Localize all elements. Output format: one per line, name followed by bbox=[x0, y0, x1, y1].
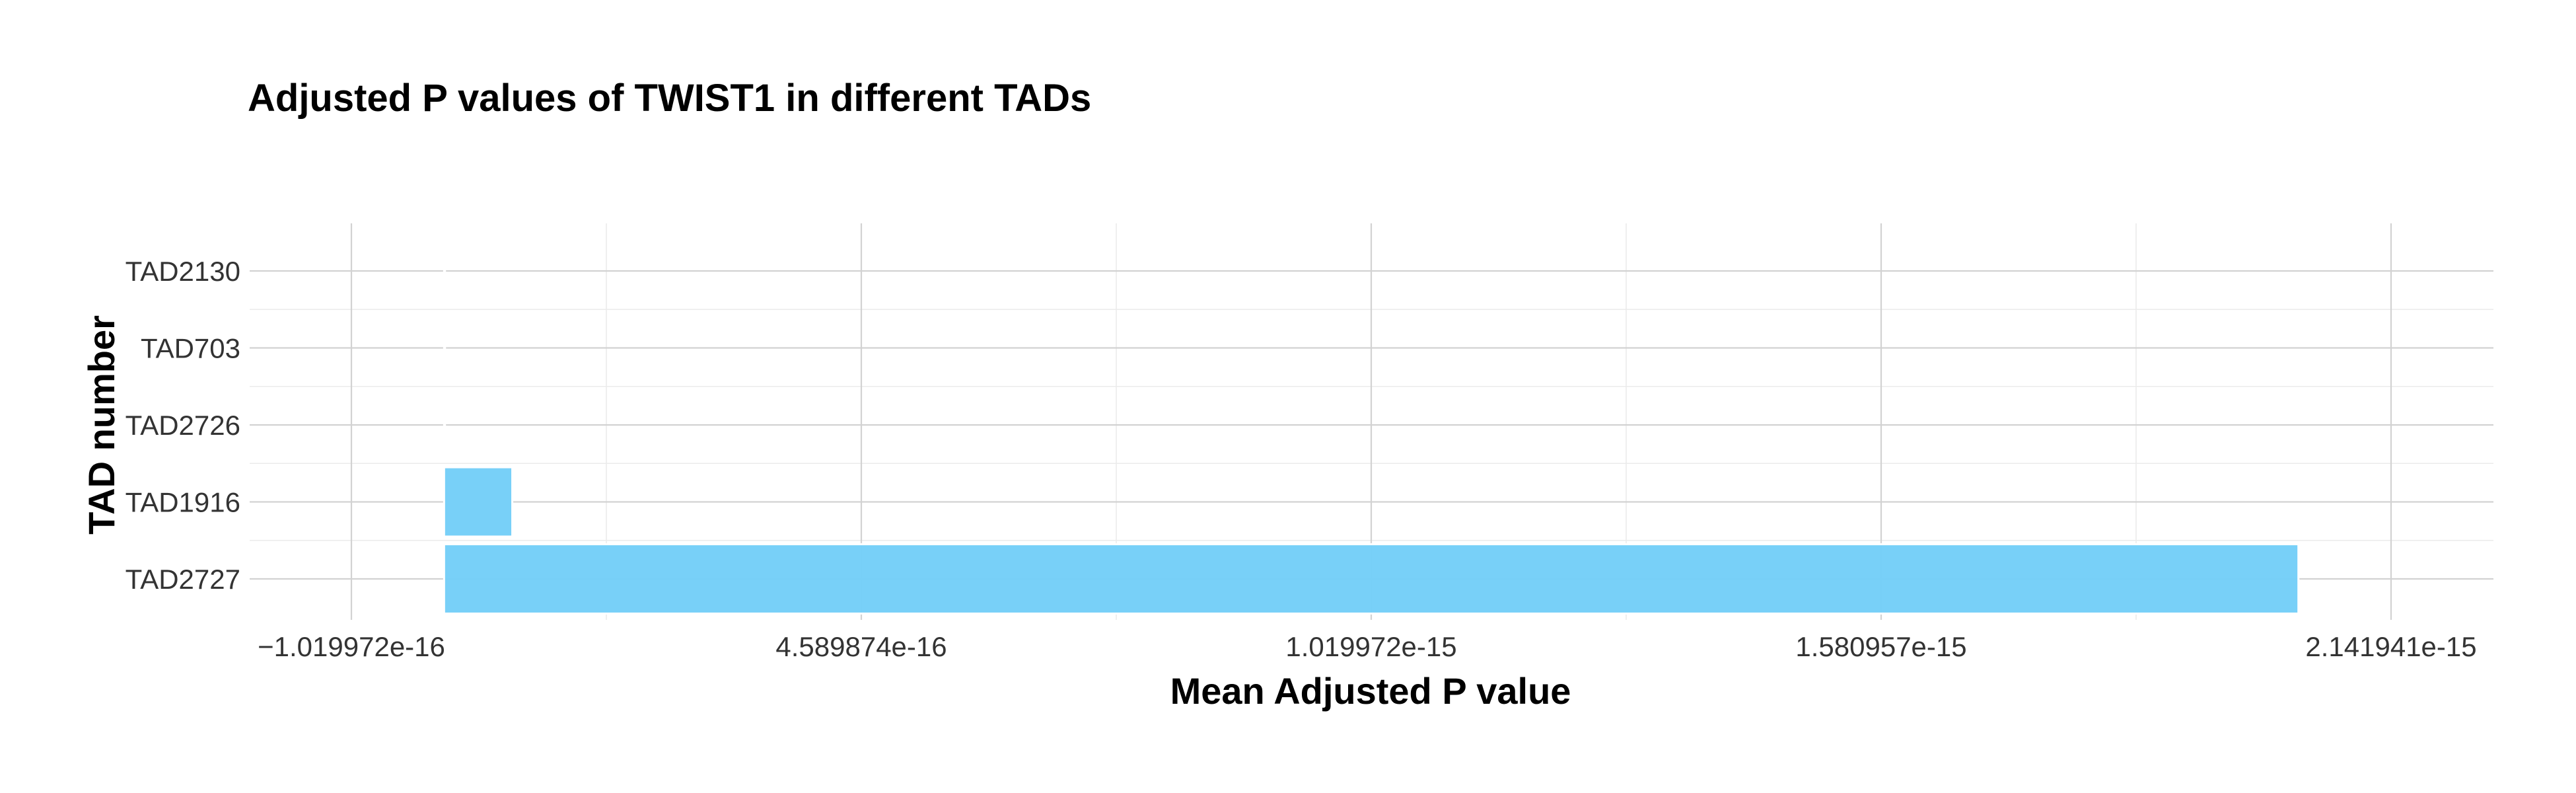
y-tick-label: TAD2727 bbox=[125, 564, 240, 595]
y-tick-labels: TAD2727 TAD1916 TAD2726 TAD703 TAD2130 bbox=[125, 256, 240, 595]
y-tick-label: TAD2726 bbox=[125, 410, 240, 441]
bars bbox=[443, 235, 2300, 615]
y-tick-label: TAD2130 bbox=[125, 256, 240, 287]
x-tick-label: 1.580957e-15 bbox=[1795, 631, 1966, 662]
bar-tad2130 bbox=[443, 235, 447, 307]
bar-tad1916 bbox=[443, 466, 514, 538]
y-axis-title: TAD number bbox=[81, 315, 122, 535]
x-tick-label: 4.589874e-16 bbox=[775, 631, 947, 662]
bar-tad703 bbox=[443, 312, 447, 384]
bar-tad2726 bbox=[443, 389, 447, 461]
x-tick-labels: −1.019972e-16 4.589874e-16 1.019972e-15 1.5… bbox=[258, 631, 2477, 662]
grid bbox=[250, 223, 2493, 620]
x-axis-title: Mean Adjusted P value bbox=[1170, 670, 1571, 712]
x-tick-label: 1.019972e-15 bbox=[1285, 631, 1456, 662]
x-tick-label: 2.141941e-15 bbox=[2305, 631, 2476, 662]
y-tick-label: TAD703 bbox=[141, 333, 240, 364]
bar-tad2727 bbox=[443, 543, 2300, 615]
y-tick-label: TAD1916 bbox=[125, 487, 240, 518]
chart-title: Adjusted P values of TWIST1 in different… bbox=[248, 77, 1091, 120]
x-tick-label: −1.019972e-16 bbox=[258, 631, 445, 662]
